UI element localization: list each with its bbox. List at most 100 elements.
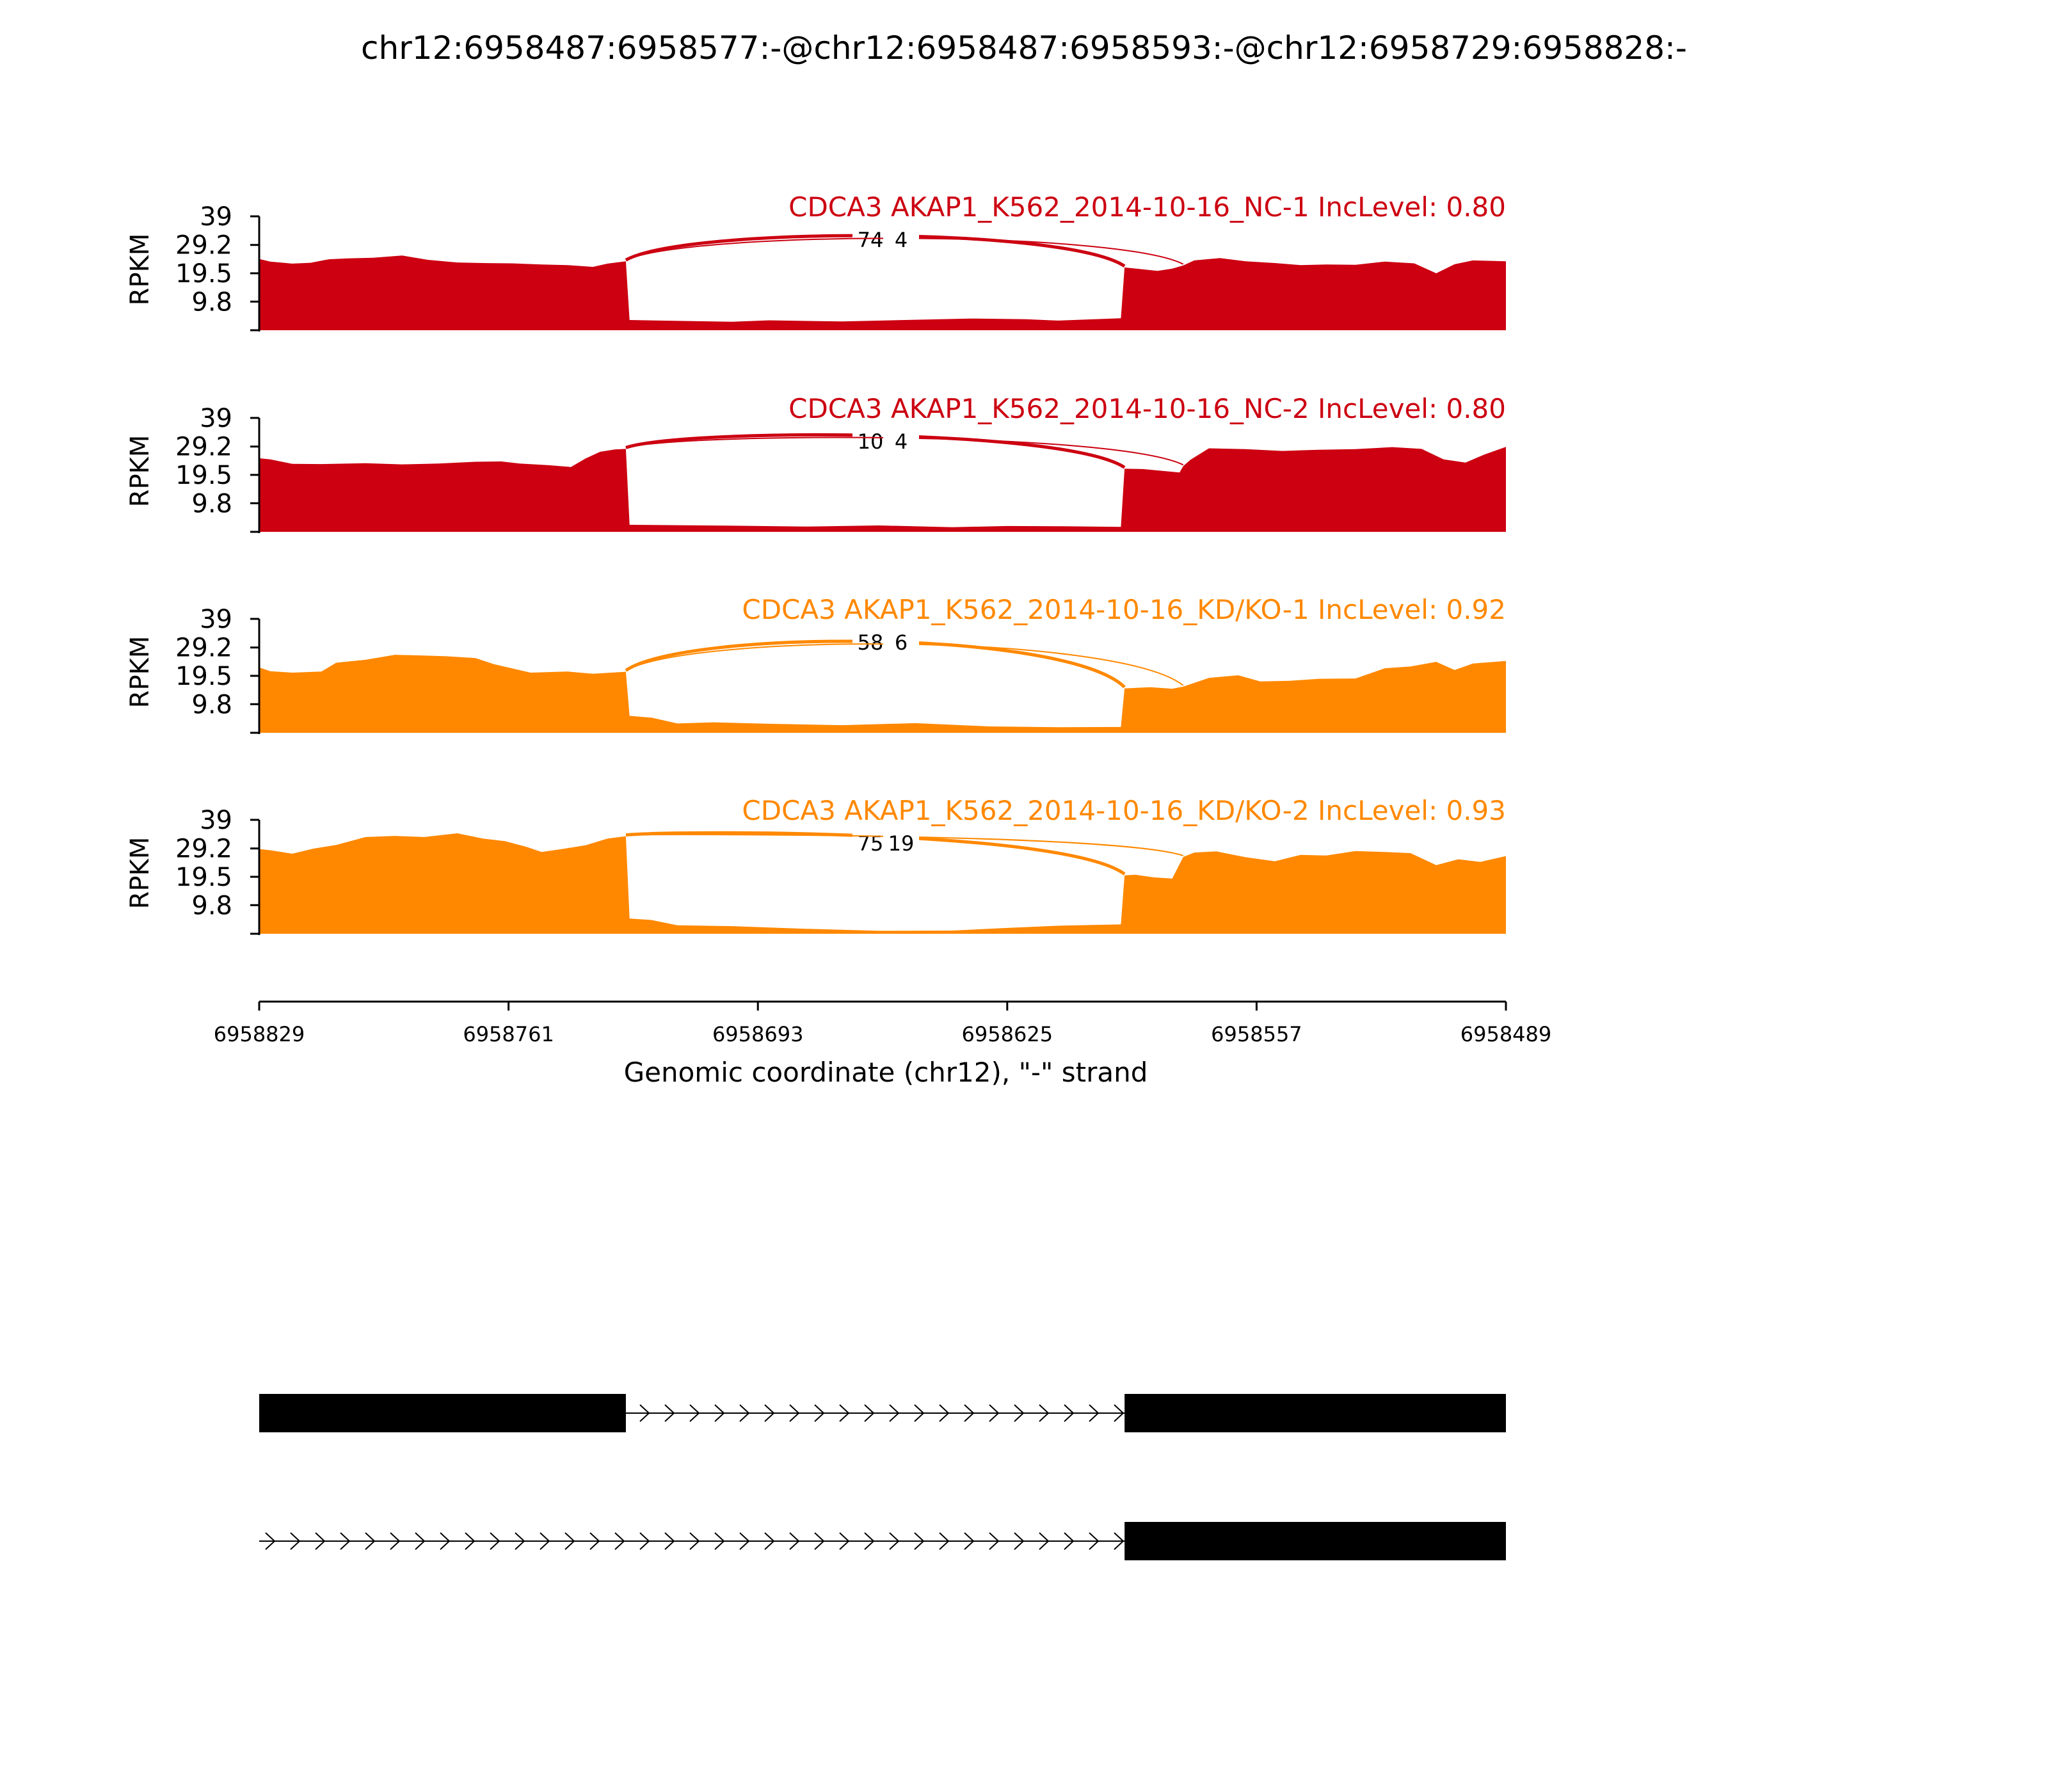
y-tick-label: 29.2 (175, 835, 232, 864)
strand-chevron (964, 1532, 975, 1550)
strand-chevron (1089, 1404, 1100, 1422)
y-tick-label: 19.5 (175, 461, 232, 490)
y-axis-label: RPKM (125, 435, 155, 508)
strand-chevron (889, 1404, 900, 1422)
strand-chevron (515, 1532, 525, 1550)
junction-label: 6 (895, 630, 908, 655)
junction-label: 19 (888, 831, 915, 856)
x-tick-label: 6958693 (712, 1022, 804, 1046)
y-axis-label: RPKM (125, 636, 155, 708)
strand-chevron (639, 1532, 650, 1550)
junction-label: 10 (858, 429, 884, 454)
junction-label-box (852, 828, 888, 857)
y-axis-label: RPKM (125, 837, 155, 909)
strand-chevron (714, 1532, 725, 1550)
strand-chevron (864, 1532, 875, 1550)
strand-chevron (939, 1404, 950, 1422)
strand-chevron (839, 1404, 850, 1422)
junction-label: 75 (858, 831, 884, 856)
strand-chevron (714, 1404, 725, 1422)
strand-chevron (689, 1532, 700, 1550)
junction-label-box (883, 627, 919, 656)
y-tick-label: 39 (200, 605, 232, 634)
y-tick-label: 19.5 (175, 863, 232, 892)
y-tick-label: 39 (200, 202, 232, 232)
strand-chevron (889, 1532, 900, 1550)
y-tick-label: 19.5 (175, 259, 232, 289)
strand-chevron (265, 1532, 276, 1550)
strand-chevron (540, 1532, 550, 1550)
strand-chevron (415, 1532, 426, 1550)
strand-chevron (1064, 1532, 1075, 1550)
strand-chevron (1089, 1532, 1100, 1550)
strand-chevron (814, 1532, 825, 1550)
x-axis: 6958829 6958761 6958693 6958625 6958557 69584… (214, 1000, 1552, 1046)
strand-chevron (989, 1404, 1000, 1422)
x-tick-label: 6958829 (214, 1022, 305, 1046)
strand-chevron (864, 1404, 875, 1422)
strand-chevron (914, 1404, 925, 1422)
strand-chevron (340, 1532, 351, 1550)
y-tick-label: 29.2 (175, 634, 232, 663)
strand-chevron (290, 1532, 301, 1550)
gene-models (259, 1394, 1506, 1560)
junction-label-box (883, 828, 919, 857)
strand-chevron (789, 1532, 800, 1550)
strand-chevron (465, 1532, 476, 1550)
gene-model-row (259, 1522, 1506, 1560)
y-tick-label: 29.2 (175, 231, 232, 260)
y-tick-label: 39 (200, 806, 232, 835)
y-tick-label: 19.5 (175, 662, 232, 691)
strand-chevron (664, 1404, 675, 1422)
junction-label: 74 (858, 228, 884, 252)
strand-chevron (939, 1532, 950, 1550)
y-tick-label: 29.2 (175, 433, 232, 462)
y-tick-label: 9.8 (191, 891, 232, 920)
strand-chevron (1014, 1532, 1025, 1550)
exon-block (1124, 1394, 1506, 1432)
strand-chevron (589, 1532, 600, 1550)
coverage-area (259, 655, 1506, 733)
strand-chevron (564, 1532, 575, 1550)
x-axis-label: Genomic coordinate (chr12), "-" strand (624, 1057, 1148, 1088)
coverage-area (259, 255, 1506, 330)
strand-chevron (1014, 1404, 1025, 1422)
chart-title: chr12:6958487:6958577:-@chr12:6958487:69… (361, 29, 1687, 67)
strand-chevron (689, 1404, 700, 1422)
y-tick-label: 9.8 (191, 690, 232, 719)
strand-chevron (1039, 1532, 1050, 1550)
strand-chevron (490, 1532, 500, 1550)
panel-title: CDCA3 AKAP1_K562_2014-10-16_NC-2 IncLeve… (788, 393, 1506, 424)
strand-chevron (839, 1532, 850, 1550)
panel-title: CDCA3 AKAP1_K562_2014-10-16_NC-1 IncLeve… (788, 191, 1506, 223)
strand-chevron (789, 1404, 800, 1422)
coverage-area (259, 833, 1506, 934)
strand-chevron (664, 1532, 675, 1550)
y-axis-label: RPKM (125, 234, 155, 306)
exon-block (259, 1394, 626, 1432)
strand-chevron (315, 1532, 326, 1550)
strand-chevron (390, 1532, 401, 1550)
x-tick-label: 6958625 (962, 1022, 1053, 1046)
strand-chevron (1064, 1404, 1075, 1422)
junction-label: 4 (895, 228, 908, 252)
panel-title: CDCA3 AKAP1_K562_2014-10-16_KD/KO-2 IncL… (742, 795, 1506, 826)
y-tick-label: 9.8 (191, 489, 232, 518)
junction-label: 58 (858, 630, 884, 655)
x-tick-label: 6958489 (1460, 1022, 1552, 1046)
y-tick-label: 9.8 (191, 287, 232, 317)
junction-label: 4 (895, 429, 908, 454)
exon-block (1124, 1522, 1506, 1560)
strand-chevron (964, 1404, 975, 1422)
strand-chevron (1114, 1404, 1124, 1422)
strand-chevron (1039, 1404, 1050, 1422)
junction-label-box (883, 426, 919, 455)
junction-label-box (883, 224, 919, 253)
x-tick-label: 6958557 (1211, 1022, 1302, 1046)
strand-chevron (739, 1532, 750, 1550)
